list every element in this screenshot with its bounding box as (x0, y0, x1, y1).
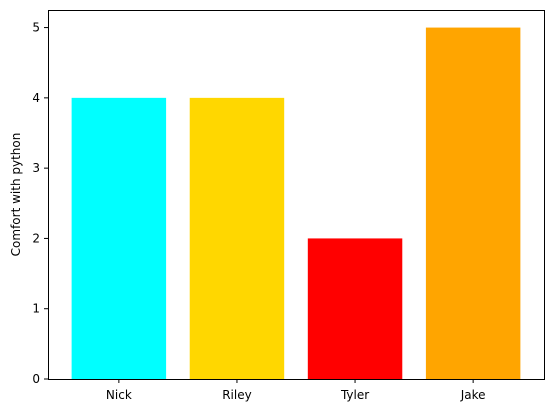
x-axis-ticks: Nick Riley Tyler Jake (106, 379, 486, 402)
bar-tyler (307, 238, 403, 379)
y-tick-label: 0 (32, 372, 40, 386)
y-tick-label: 4 (32, 91, 40, 105)
x-tick-label: Riley (222, 388, 252, 402)
x-tick-label: Tyler (340, 388, 369, 402)
x-tick-label: Nick (106, 388, 132, 402)
x-tick-label: Jake (460, 388, 486, 402)
y-axis-label: Comfort with python (9, 133, 23, 257)
y-tick-label: 5 (32, 21, 40, 35)
plot-frame (48, 10, 545, 380)
y-tick-label: 1 (32, 302, 40, 316)
bars-group (71, 27, 521, 379)
y-axis-ticks: 0 1 2 3 4 5 (32, 21, 48, 386)
y-tick-label: 2 (32, 231, 40, 245)
bar-jake (425, 27, 521, 379)
y-tick-label: 3 (32, 161, 40, 175)
bar-nick (71, 97, 167, 379)
bar-riley (189, 97, 285, 379)
